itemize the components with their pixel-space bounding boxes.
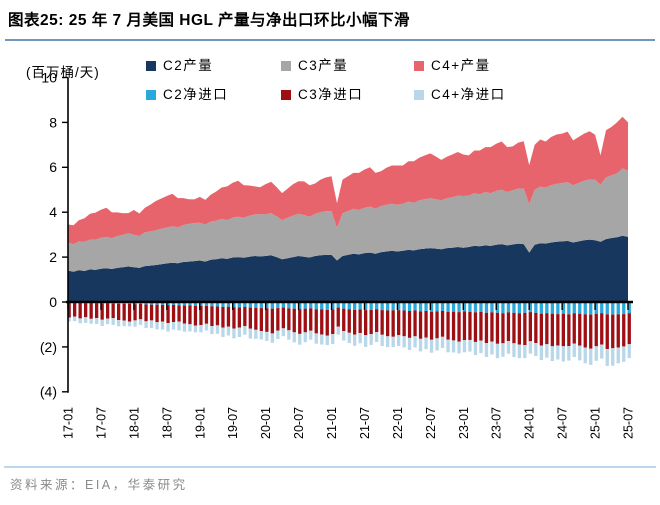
x-tick-label: 18-01 — [127, 407, 141, 439]
figure-title: 图表25: 25 年 7 月美国 HGL 产量与净出口环比小幅下滑 — [8, 12, 411, 29]
bars-C3净进口 — [67, 302, 631, 350]
y-tick-label: 2 — [49, 249, 57, 265]
x-tick-label: 25-01 — [589, 407, 603, 439]
y-tick-label: 6 — [49, 159, 57, 175]
chart-legend: C2产量 C3产量 C4+产量 C2净进口 C3净进口 C4+净进口 — [146, 58, 564, 102]
legend-swatch-icon — [146, 89, 156, 100]
y-tick-label: 4 — [49, 204, 57, 220]
x-tick-label: 23-07 — [490, 407, 504, 439]
y-tick-label: 10 — [41, 69, 57, 85]
x-tick-label: 21-01 — [325, 407, 339, 439]
legend-swatch-icon — [281, 89, 291, 100]
legend-item: C2净进口 — [146, 87, 281, 102]
legend-label: C2产量 — [163, 58, 214, 73]
y-tick-label: 8 — [49, 114, 57, 130]
title-underline — [5, 39, 655, 41]
area-C2产量 — [68, 235, 628, 302]
area-C3产量 — [68, 168, 628, 272]
legend-item: C3产量 — [281, 58, 414, 73]
y-tick-label: (4) — [40, 384, 57, 400]
legend-item: C4+净进口 — [414, 87, 564, 102]
legend-label: C3产量 — [298, 58, 349, 73]
x-tick-label: 20-07 — [292, 407, 306, 439]
x-tick-label: 19-01 — [193, 407, 207, 439]
x-tick-label: 25-07 — [622, 407, 636, 439]
legend-swatch-icon — [281, 60, 291, 71]
legend-item: C2产量 — [146, 58, 281, 73]
y-tick-label: (2) — [40, 339, 57, 355]
legend-label: C4+产量 — [431, 58, 491, 73]
x-tick-label: 22-01 — [391, 407, 405, 439]
legend-swatch-icon — [414, 60, 424, 71]
x-tick-label: 24-01 — [523, 407, 537, 439]
y-axis-unit-label: (百万桶/天) — [26, 65, 100, 80]
legend-label: C2净进口 — [163, 87, 229, 102]
legend-swatch-icon — [414, 89, 424, 100]
legend-label: C4+净进口 — [431, 87, 506, 102]
x-tick-label: 20-01 — [259, 407, 273, 439]
legend-item: C3净进口 — [281, 87, 414, 102]
footer-divider — [4, 466, 656, 468]
source-note: 资料来源：EIA，华泰研究 — [10, 478, 188, 492]
y-tick-label: 0 — [49, 294, 57, 310]
bars-C2净进口 — [67, 302, 631, 315]
x-tick-label: 17-07 — [94, 407, 108, 439]
axes: 10 8 6 4 2 0 (2) (4) 17-01 17-07 18-01 18-07 19-01 19… — [40, 69, 636, 439]
x-tick-label: 23-01 — [457, 407, 471, 439]
net-import-stacked-bars — [67, 302, 631, 366]
x-tick-label: 19-07 — [226, 407, 240, 439]
legend-item: C4+产量 — [414, 58, 564, 73]
area-C4+产量 — [68, 116, 628, 245]
x-tick-label: 24-07 — [556, 407, 570, 439]
legend-swatch-icon — [146, 60, 156, 71]
x-tick-label: 21-07 — [358, 407, 372, 439]
legend-label: C3净进口 — [298, 87, 364, 102]
production-stacked-area — [68, 116, 628, 302]
bars-C4+净进口 — [67, 316, 631, 366]
x-tick-label: 17-01 — [62, 407, 76, 439]
x-tick-label: 18-07 — [160, 407, 174, 439]
x-tick-label: 22-07 — [424, 407, 438, 439]
